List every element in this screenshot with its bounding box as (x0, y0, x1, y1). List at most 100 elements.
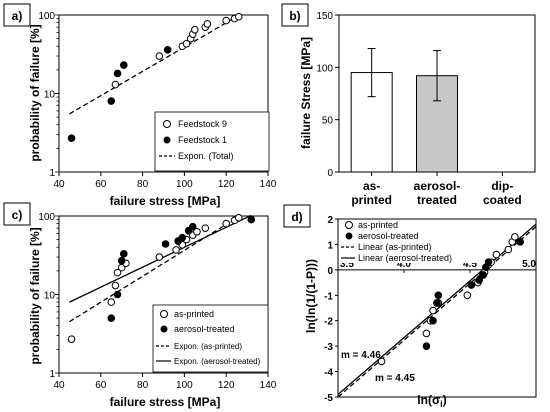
x-tick-label-d: 4.0 (397, 259, 411, 270)
x-tick-label-d: 5.0 (522, 259, 536, 270)
data-point-c-open (155, 253, 164, 261)
panel-label-c: c) (12, 208, 23, 222)
x-tick-label-c: 60 (95, 380, 107, 391)
y-tick-label-c: 1 (49, 369, 55, 380)
x-tick-label-c: 140 (260, 380, 277, 391)
data-point-c-open (234, 213, 243, 222)
trend-line-c-2 (69, 214, 242, 323)
trend-line-a-2 (69, 13, 242, 115)
y-tick-label-a: 100 (38, 11, 55, 22)
legend-marker-aerosol-treated-d (345, 232, 353, 240)
y-tick-label-d: -2 (324, 317, 333, 328)
legend-marker-feedstock-1 (163, 136, 171, 144)
data-point-a-filled (163, 46, 172, 54)
data-point-d-filled (516, 238, 524, 246)
panel-label-box-a (3, 3, 31, 27)
data-point-d-open (504, 245, 513, 254)
y-tick-label-c: 100 (38, 212, 55, 223)
data-point-d-open (377, 357, 386, 366)
data-point-d-open (511, 233, 519, 241)
data-point-c-filled (247, 215, 256, 224)
category-label-2: dip-coated (483, 179, 522, 207)
legend-label-expon-total: Expon. (Total) (178, 151, 234, 161)
panel-label-box-d (283, 204, 311, 228)
data-point-a-open (234, 12, 243, 21)
data-point-a-open (191, 25, 199, 34)
panel-d: 3.5 4.0 4.5 5.0 -5 -4 -3 -2 -1 0 1 2 ln(ln(1/(1-P))… (283, 204, 537, 409)
data-point-a-filled (119, 61, 128, 69)
legend-label-expon-aerosol-treated: Expon. (aerosol-treated) (174, 357, 261, 366)
data-point-a-open (155, 52, 164, 60)
x-tick-label-a: 120 (218, 179, 235, 190)
data-point-a-filled (67, 134, 76, 142)
legend-label-aerosol-treated-c: aerosol-treated (174, 324, 235, 334)
y-axis-label-a: probability of failure [%] (28, 24, 42, 161)
legend-marker-as-printed-c (160, 310, 168, 318)
y-tick-label-d: -4 (324, 368, 333, 379)
data-point-c-filled (113, 290, 122, 299)
y-tick-label-d: 0 (327, 266, 333, 277)
annotation-m-as-printed: m = 4.46 (341, 350, 381, 361)
data-point-c-filled (161, 240, 170, 248)
x-tick-label-a: 40 (53, 179, 65, 190)
data-point-d-filled (434, 291, 443, 300)
x-tick-label-c: 120 (218, 380, 235, 391)
y-tick-label-c: 10 (44, 291, 56, 302)
data-point-d-filled (484, 258, 493, 267)
legend-label-feedstock-9: Feedstock 9 (178, 119, 227, 129)
x-axis-label-d: ln(σi) (417, 393, 446, 409)
panel-a: 40 60 80 100 120 140 1 10 100 failure stress [MP… (3, 3, 277, 208)
x-axis-label-c: failure stress [MPa] (110, 395, 221, 409)
data-point-d-filled (433, 299, 441, 307)
x-tick-label-a: 140 (260, 179, 277, 190)
legend-c: as-printed aerosol-treated Expon. (as-pr… (152, 304, 269, 373)
x-tick-label-d: 4.5 (463, 259, 477, 270)
data-point-a-open (111, 80, 120, 89)
x-tick-label-a: 60 (95, 179, 107, 190)
category-label-0: as-printed (351, 179, 392, 207)
trend-line-d-2 (337, 226, 537, 398)
y-tick-label-b: 50 (322, 116, 334, 127)
panel-label-box-b (281, 3, 309, 27)
data-point-d-filled (475, 276, 484, 284)
y-tick-label-d: -3 (324, 342, 333, 353)
legend-label-as-printed-d: as-printed (358, 220, 398, 230)
panel-label-b: b) (289, 9, 300, 23)
y-tick-label-b: 100 (316, 63, 333, 74)
panel-b: 0 50 100 150 as-printed aerosol-treated dip-c… (281, 3, 536, 207)
y-tick-label-d: 1 (327, 240, 333, 251)
y-tick-label-d: 2 (327, 215, 333, 226)
data-point-c-open (111, 281, 120, 290)
legend-label-as-printed-c: as-printed (174, 309, 214, 319)
data-point-c-open (193, 227, 201, 236)
x-tick-label-c: 40 (53, 380, 65, 391)
data-point-c-filled (107, 314, 116, 322)
y-tick-label-d: -5 (324, 393, 333, 404)
data-point-a-open (182, 39, 191, 48)
legend-d: as-printed aerosol-treated Linear (as-pr… (339, 220, 483, 263)
x-axis-label-a: failure stress [MPa] (110, 194, 221, 208)
data-point-d-filled (467, 281, 476, 289)
trend-line-d-3 (337, 223, 537, 395)
x-tick-label-c: 80 (137, 380, 149, 391)
data-point-c-open (201, 224, 210, 232)
annotation-m-aerosol: m = 4.45 (375, 373, 415, 384)
y-tick-label-b: 150 (316, 11, 333, 22)
legend-marker-feedstock-9 (163, 120, 171, 128)
x-tick-label-d: 3.5 (340, 259, 354, 270)
data-point-a-filled (107, 97, 116, 105)
data-point-a-filled (113, 69, 122, 78)
y-tick-label-a: 1 (49, 168, 55, 179)
legend-marker-aerosol-treated-c (160, 325, 168, 333)
y-axis-label-d: ln(ln(1/(1-P))) (304, 259, 318, 333)
data-point-d-filled (479, 271, 488, 279)
legend-label-aerosol-treated-d: aerosol-treated (358, 231, 419, 241)
legend-label-feedstock-1: Feedstock 1 (178, 135, 227, 145)
y-axis-label-c: probability of failure [%] (28, 227, 42, 364)
panel-label-a: a) (12, 9, 23, 23)
legend-marker-as-printed-d (345, 221, 353, 229)
x-tick-label-c: 100 (176, 380, 193, 391)
data-point-d-filled (429, 316, 437, 325)
data-point-a-open (222, 16, 230, 25)
